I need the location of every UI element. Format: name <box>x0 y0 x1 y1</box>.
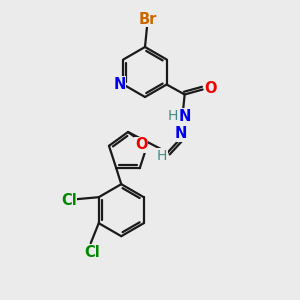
Text: O: O <box>204 81 217 96</box>
Text: N: N <box>178 109 191 124</box>
Text: N: N <box>113 77 125 92</box>
Text: N: N <box>175 126 187 141</box>
Text: Cl: Cl <box>84 245 100 260</box>
Text: Cl: Cl <box>61 193 76 208</box>
Text: H: H <box>157 148 167 163</box>
Text: O: O <box>135 137 147 152</box>
Text: H: H <box>167 109 178 122</box>
Text: Br: Br <box>139 11 157 26</box>
